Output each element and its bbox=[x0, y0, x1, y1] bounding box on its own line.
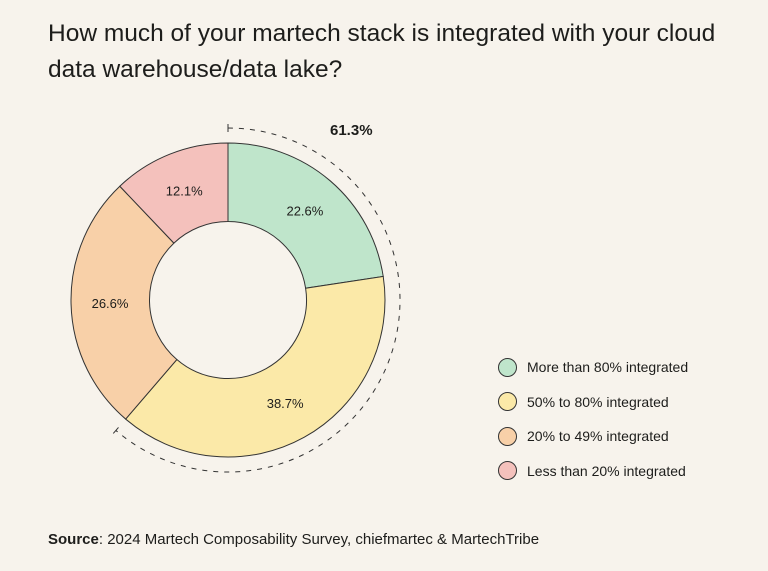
data-label: 12.1% bbox=[166, 183, 203, 198]
legend-item: More than 80% integrated bbox=[498, 350, 688, 385]
donut-slice bbox=[227, 142, 384, 289]
data-label: 22.6% bbox=[286, 204, 323, 219]
legend-item: 50% to 80% integrated bbox=[498, 385, 688, 420]
annotation-arc bbox=[115, 127, 401, 473]
donut-slice bbox=[119, 142, 229, 244]
legend-label: Less than 20% integrated bbox=[527, 462, 686, 479]
legend-item: 20% to 49% integrated bbox=[498, 419, 688, 454]
chart-title: How much of your martech stack is integr… bbox=[48, 20, 716, 83]
source-note: Source: 2024 Martech Composability Surve… bbox=[48, 531, 539, 548]
source-text: : 2024 Martech Composability Survey, chi… bbox=[98, 531, 540, 548]
legend: More than 80% integrated 50% to 80% inte… bbox=[498, 350, 688, 488]
legend-swatch bbox=[498, 357, 517, 377]
legend-swatch bbox=[498, 461, 517, 481]
legend-item: Less than 20% integrated bbox=[498, 454, 688, 489]
annotation-tick bbox=[112, 427, 119, 434]
legend-label: More than 80% integrated bbox=[527, 359, 689, 376]
donut-slice bbox=[124, 275, 386, 458]
data-label: 26.6% bbox=[92, 296, 129, 311]
legend-swatch bbox=[498, 426, 517, 446]
legend-swatch bbox=[498, 392, 517, 412]
legend-label: 20% to 49% integrated bbox=[527, 428, 669, 445]
donut-slice bbox=[70, 185, 178, 420]
annotation-label: 61.3% bbox=[330, 122, 373, 139]
legend-label: 50% to 80% integrated bbox=[527, 393, 669, 410]
source-label: Source bbox=[48, 531, 99, 548]
data-label: 38.7% bbox=[267, 396, 304, 411]
